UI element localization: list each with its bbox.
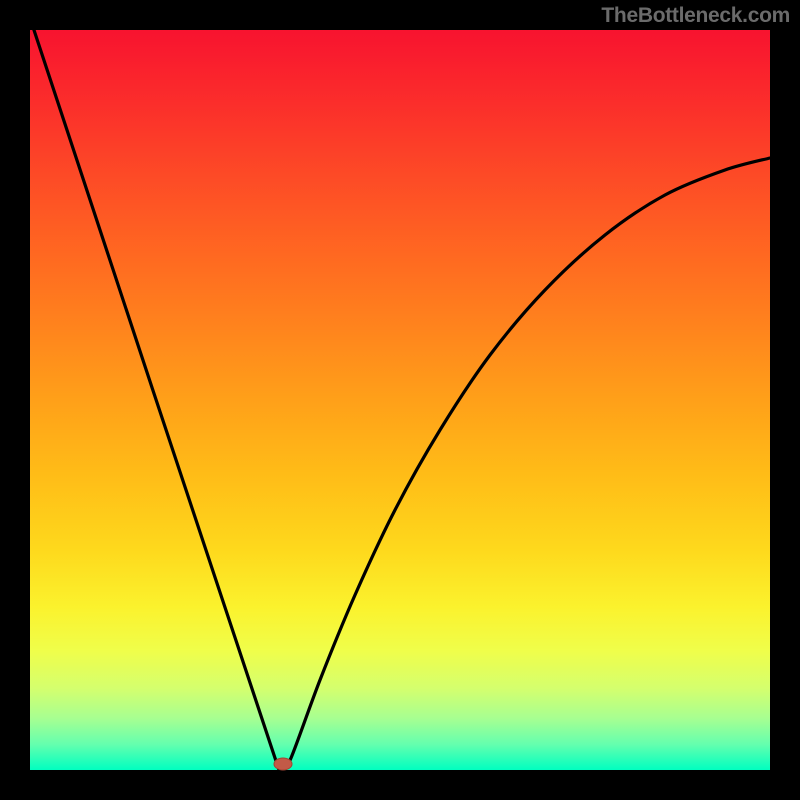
watermark-text: TheBottleneck.com [601, 4, 790, 28]
bottleneck-chart [0, 0, 800, 800]
optimal-point-marker [274, 758, 292, 770]
plot-background [30, 30, 770, 770]
